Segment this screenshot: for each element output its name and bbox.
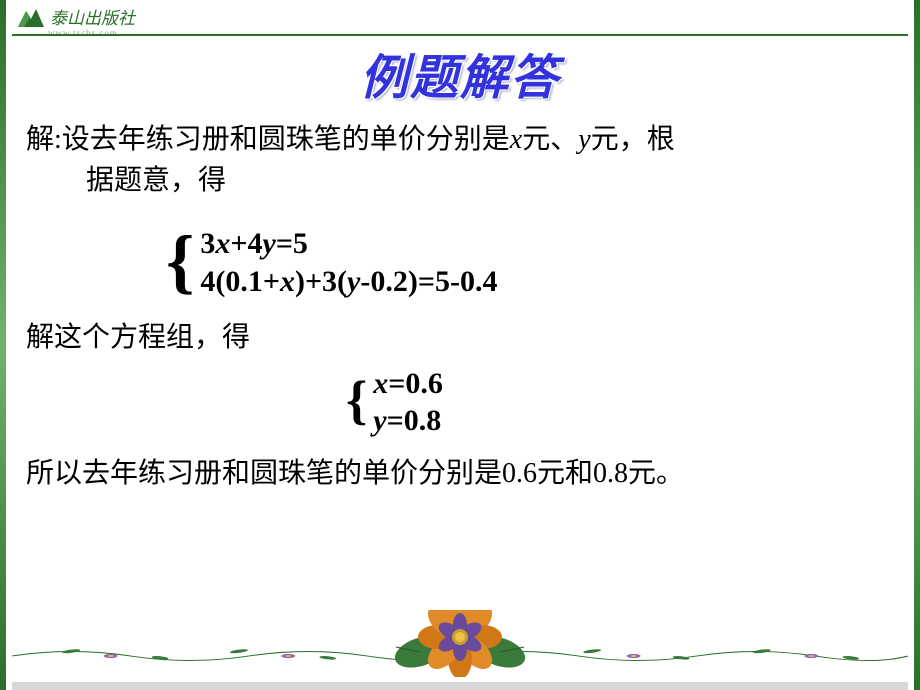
publisher-logo: 泰山出版社 bbox=[16, 4, 135, 29]
p1-part-c: 元，根 bbox=[591, 124, 675, 155]
p1-hang: 据题意，得 bbox=[26, 161, 894, 202]
slide-content: 解:设去年练习册和圆珠笔的单价分别是x元、y元，根 据题意，得 { 3x+4y=… bbox=[26, 120, 894, 494]
conclusion: 所以去年练习册和圆珠笔的单价分别是0.6元和0.8元。 bbox=[26, 454, 894, 495]
bottom-floral-border bbox=[12, 610, 908, 690]
top-divider bbox=[12, 34, 908, 36]
var-x: x bbox=[510, 124, 522, 155]
p1-part-b: 元、 bbox=[522, 124, 578, 155]
center-flower-icon bbox=[390, 610, 530, 682]
solution-lines: x=0.6 y=0.8 bbox=[373, 365, 443, 440]
slide: 泰山出版社 www.tscbs.com 例题解答 解:设去年练习册和圆珠笔的单价… bbox=[0, 0, 920, 690]
var-y: y bbox=[578, 124, 590, 155]
solution-x: x=0.6 bbox=[373, 365, 443, 403]
p1-part-a: 解:设去年练习册和圆珠笔的单价分别是 bbox=[26, 124, 510, 155]
problem-setup: 解:设去年练习册和圆珠笔的单价分别是x元、y元，根 据题意，得 bbox=[26, 120, 894, 201]
logo-url: www.tscbs.com bbox=[48, 28, 118, 38]
brace-small-icon: { bbox=[346, 377, 367, 423]
equation-1: 3x+4y=5 bbox=[200, 225, 497, 263]
logo-text: 泰山出版社 bbox=[50, 4, 135, 29]
equation-lines: 3x+4y=5 4(0.1+x)+3(y-0.2)=5-0.4 bbox=[200, 225, 497, 300]
ground-line bbox=[12, 682, 908, 690]
brace-icon: { bbox=[166, 231, 194, 291]
logo-mountain-icon bbox=[16, 5, 46, 29]
equation-system: { 3x+4y=5 4(0.1+x)+3(y-0.2)=5-0.4 bbox=[166, 225, 894, 300]
solution-y: y=0.8 bbox=[373, 402, 443, 440]
slide-title: 例题解答 bbox=[6, 38, 914, 108]
equation-2: 4(0.1+x)+3(y-0.2)=5-0.4 bbox=[200, 263, 497, 301]
solution-system: { x=0.6 y=0.8 bbox=[346, 365, 894, 440]
solving-text: 解这个方程组，得 bbox=[26, 318, 894, 359]
